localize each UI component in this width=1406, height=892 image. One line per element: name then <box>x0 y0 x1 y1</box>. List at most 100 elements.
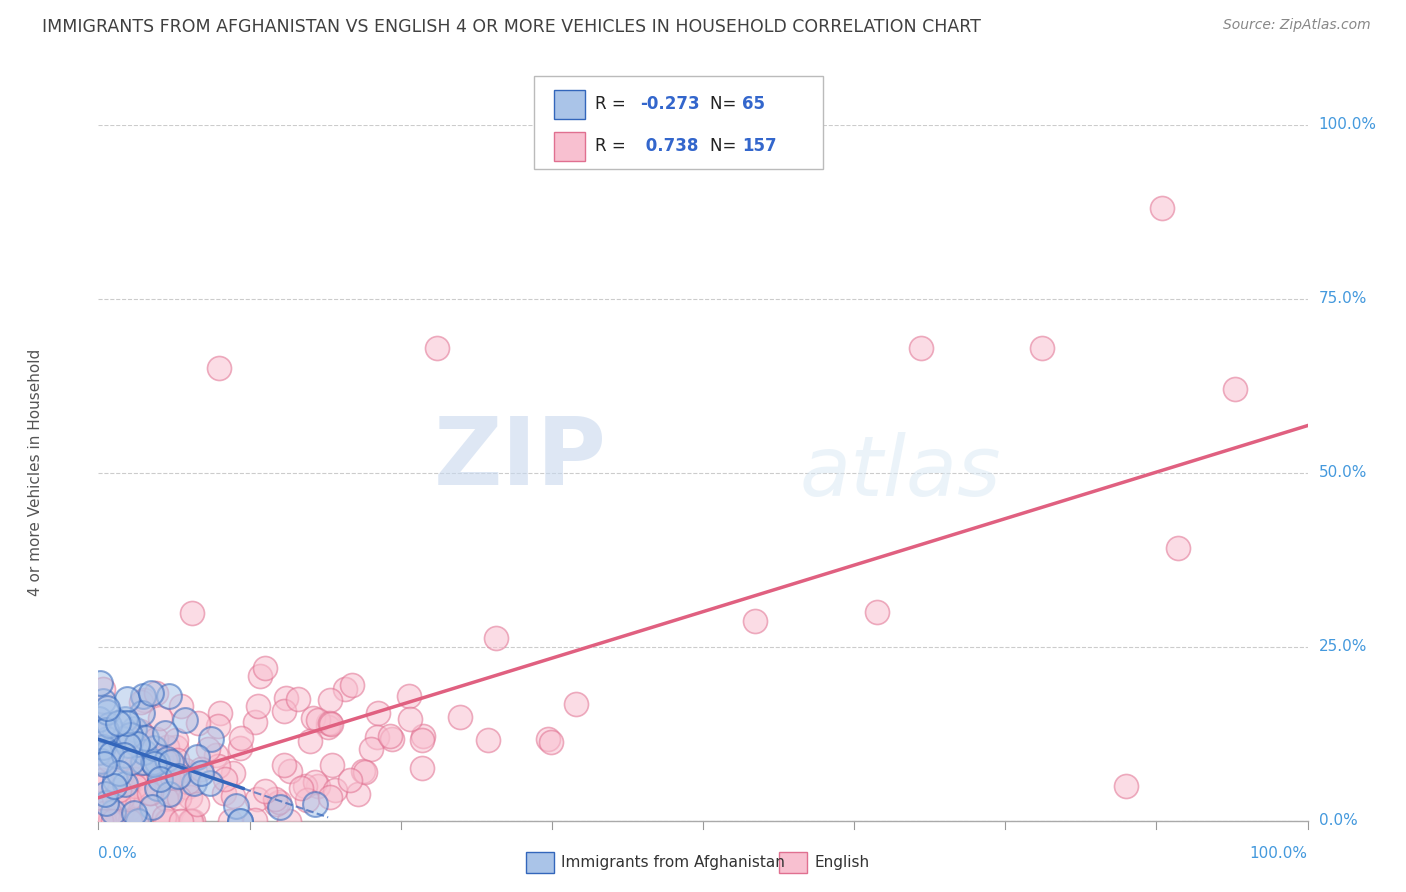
Text: 4 or more Vehicles in Household: 4 or more Vehicles in Household <box>28 349 44 597</box>
Point <box>142 741 165 756</box>
Text: 25.0%: 25.0% <box>1319 640 1367 654</box>
Point <box>115 692 138 706</box>
Text: R =: R = <box>595 95 631 113</box>
Point <box>246 792 269 806</box>
Point <box>412 729 434 743</box>
Text: English: English <box>814 855 869 870</box>
Text: 0.738: 0.738 <box>640 137 699 155</box>
Point <box>179 790 201 805</box>
Point <box>108 752 131 766</box>
Point <box>107 794 129 808</box>
Point <box>94 787 117 801</box>
Point <box>316 715 339 730</box>
Point <box>156 739 179 754</box>
Point <box>90 754 112 768</box>
Point <box>174 713 197 727</box>
Point <box>90 777 112 791</box>
Point <box>319 693 342 707</box>
Point <box>190 766 212 780</box>
Point <box>346 788 368 802</box>
Point <box>177 775 200 789</box>
Point <box>264 797 287 811</box>
Point <box>98 814 121 828</box>
Point <box>342 678 364 692</box>
Point <box>93 814 115 828</box>
Point <box>179 814 201 828</box>
Point <box>910 341 932 355</box>
Point <box>323 782 346 797</box>
Text: 65: 65 <box>742 95 765 113</box>
Text: ZIP: ZIP <box>433 413 606 505</box>
Point <box>141 786 163 800</box>
Point <box>367 706 389 720</box>
Point <box>93 805 115 820</box>
Point <box>294 779 316 793</box>
Text: R =: R = <box>595 137 631 155</box>
Point <box>111 731 134 746</box>
Point <box>114 784 136 798</box>
Point <box>129 723 152 738</box>
Point <box>169 699 191 714</box>
Text: 100.0%: 100.0% <box>1319 118 1376 132</box>
Point <box>381 732 404 747</box>
Point <box>180 814 202 828</box>
Point <box>426 341 449 355</box>
Point <box>120 793 142 807</box>
Point <box>125 812 148 826</box>
Point <box>129 726 152 740</box>
Point <box>485 632 508 646</box>
Point <box>190 762 212 776</box>
Point <box>269 796 291 810</box>
Point <box>411 732 433 747</box>
Point <box>120 755 142 769</box>
Point <box>181 606 204 620</box>
Point <box>117 738 139 752</box>
Point <box>319 716 342 731</box>
Point <box>1223 382 1246 396</box>
Point <box>316 720 339 734</box>
Point <box>89 676 111 690</box>
Point <box>96 700 118 714</box>
Point <box>157 760 180 774</box>
Point <box>134 692 156 706</box>
Point <box>744 614 766 628</box>
Point <box>198 776 221 790</box>
Point <box>273 704 295 718</box>
Point <box>229 740 252 755</box>
Point <box>111 791 134 805</box>
Point <box>125 737 148 751</box>
Point <box>301 710 323 724</box>
Point <box>149 751 172 765</box>
Point <box>207 759 229 773</box>
Point <box>120 814 142 828</box>
Point <box>127 814 149 828</box>
Point <box>536 732 558 747</box>
Point <box>866 605 889 619</box>
Point <box>105 814 128 828</box>
Point <box>93 756 115 771</box>
Point <box>149 772 172 787</box>
Point <box>304 797 326 811</box>
Point <box>149 711 172 725</box>
Point <box>97 753 120 767</box>
Point <box>103 791 125 805</box>
Point <box>97 718 120 732</box>
Point <box>225 799 247 814</box>
Point <box>132 756 155 770</box>
Point <box>229 814 252 828</box>
Point <box>263 792 285 806</box>
Point <box>565 697 588 711</box>
Point <box>167 769 190 783</box>
Point <box>212 786 235 800</box>
Point <box>93 682 115 697</box>
Text: Immigrants from Afghanistan: Immigrants from Afghanistan <box>561 855 785 870</box>
Point <box>249 669 271 683</box>
Point <box>117 730 139 744</box>
Point <box>160 770 183 784</box>
Point <box>165 760 187 774</box>
Point <box>132 689 155 703</box>
Point <box>87 745 110 759</box>
Point <box>1167 541 1189 555</box>
Point <box>118 801 141 815</box>
Point <box>114 777 136 791</box>
